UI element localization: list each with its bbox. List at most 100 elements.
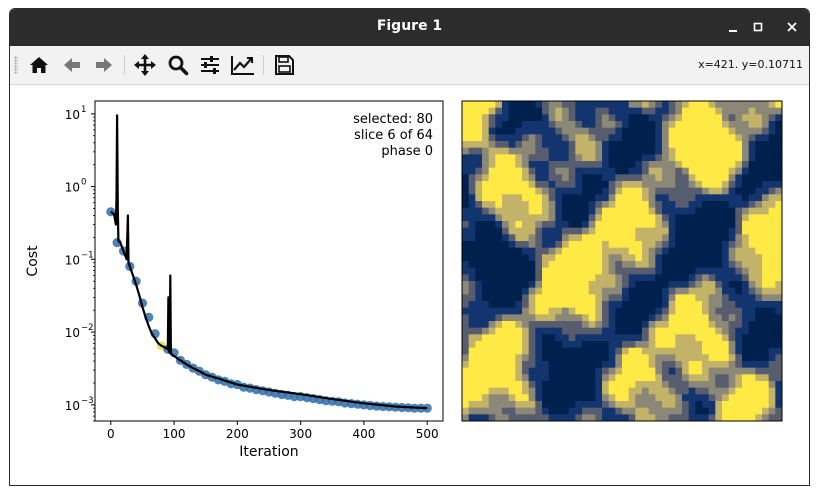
heatmap-cell: [662, 221, 670, 229]
heatmap-cell: [602, 281, 610, 289]
figure-canvas[interactable]: 0 100 200 300 400 500 10 1 10 0 10 −1 10 −2 10 −3 Iterat…: [10, 85, 810, 486]
heatmap-cell: [522, 267, 530, 275]
heatmap-cell: [468, 247, 476, 255]
heatmap-cell: [522, 361, 530, 369]
heatmap-cell: [595, 354, 603, 362]
heatmap-cell: [462, 241, 470, 249]
pan-button[interactable]: [131, 52, 159, 78]
heatmap-cell: [662, 307, 670, 315]
maximize-button[interactable]: [748, 17, 768, 37]
toolbar-grip[interactable]: [14, 56, 18, 74]
heatmap-cell: [662, 354, 670, 362]
heatmap-cell: [595, 241, 603, 249]
heatmap-cell: [628, 307, 636, 315]
heatmap-cell: [755, 367, 763, 375]
heatmap-cell: [682, 301, 690, 309]
heatmap-cell: [715, 134, 723, 142]
heatmap-cell: [482, 127, 490, 135]
close-button[interactable]: [782, 17, 802, 37]
heatmap-cell: [488, 307, 496, 315]
heatmap-cell: [548, 121, 556, 129]
heatmap-cell: [495, 207, 503, 215]
heatmap-cell: [615, 334, 623, 342]
zoom-button[interactable]: [164, 52, 192, 78]
heatmap-cell: [635, 127, 643, 135]
heatmap-cell: [675, 294, 683, 302]
heatmap-cell: [568, 141, 576, 149]
heatmap-cell: [655, 134, 663, 142]
heatmap-cell: [622, 347, 630, 355]
heatmap-cell: [642, 214, 650, 222]
heatmap-cell: [562, 321, 570, 329]
heatmap-cell: [588, 134, 596, 142]
heatmap-cell: [462, 361, 470, 369]
heatmap-cell: [482, 381, 490, 389]
edit-axis-button[interactable]: [229, 52, 257, 78]
heatmap-cell: [742, 327, 750, 335]
heatmap-cell: [468, 334, 476, 342]
heatmap-cell: [728, 361, 736, 369]
heatmap-cell: [542, 374, 550, 382]
heatmap-cell: [462, 174, 470, 182]
heatmap-cell: [755, 181, 763, 189]
configure-subplots-button[interactable]: [196, 52, 224, 78]
heatmap-cell: [715, 321, 723, 329]
heatmap-cell: [482, 394, 490, 402]
heatmap-cell: [508, 361, 516, 369]
heatmap-cell: [742, 227, 750, 235]
heatmap-cell: [495, 401, 503, 409]
heatmap-cell: [555, 207, 563, 215]
heatmap-cell: [622, 141, 630, 149]
heatmap-cell: [708, 381, 716, 389]
heatmap-cell: [615, 141, 623, 149]
heatmap-cell: [482, 254, 490, 262]
heatmap-cell: [588, 121, 596, 129]
forward-button[interactable]: [90, 52, 118, 78]
heatmap-cell: [722, 381, 730, 389]
save-button[interactable]: [270, 52, 298, 78]
heatmap-cell: [748, 361, 756, 369]
heatmap-cell: [495, 381, 503, 389]
heatmap-cell: [515, 201, 523, 209]
back-button[interactable]: [58, 52, 86, 78]
heatmap-cell: [495, 161, 503, 169]
heatmap-cell: [742, 341, 750, 349]
heatmap-cell: [482, 327, 490, 335]
heatmap-cell: [715, 254, 723, 262]
home-button[interactable]: [25, 52, 53, 78]
heatmap-cell: [582, 414, 590, 422]
heatmap-cell: [475, 207, 483, 215]
heatmap-cell: [488, 161, 496, 169]
heatmap-cell: [475, 154, 483, 162]
heatmap-cell: [622, 274, 630, 282]
heatmap-cell: [568, 221, 576, 229]
heatmap-cell: [635, 174, 643, 182]
heatmap-cell: [502, 274, 510, 282]
heatmap-cell: [562, 221, 570, 229]
heatmap-cell: [628, 147, 636, 155]
minimize-button[interactable]: [723, 17, 743, 37]
heatmap-cell: [762, 134, 770, 142]
heatmap-cell: [568, 334, 576, 342]
heatmap-cell: [575, 321, 583, 329]
heatmap-cell: [648, 161, 656, 169]
heatmap-cell: [735, 327, 743, 335]
heatmap-cell: [562, 361, 570, 369]
heatmap-cell: [588, 321, 596, 329]
heatmap-cell: [728, 387, 736, 395]
heatmap-cell: [635, 107, 643, 115]
heatmap-cell: [602, 341, 610, 349]
heatmap-cell: [508, 127, 516, 135]
heatmap-cell: [722, 214, 730, 222]
heatmap-cell: [602, 127, 610, 135]
heatmap-cell: [642, 161, 650, 169]
heatmap-cell: [742, 114, 750, 122]
heatmap-cell: [648, 261, 656, 269]
heatmap-cell: [548, 301, 556, 309]
heatmap-cell: [675, 307, 683, 315]
heatmap-cell: [695, 221, 703, 229]
heatmap-cell: [708, 341, 716, 349]
heatmap-cell: [702, 294, 710, 302]
heatmap-cell: [528, 267, 536, 275]
